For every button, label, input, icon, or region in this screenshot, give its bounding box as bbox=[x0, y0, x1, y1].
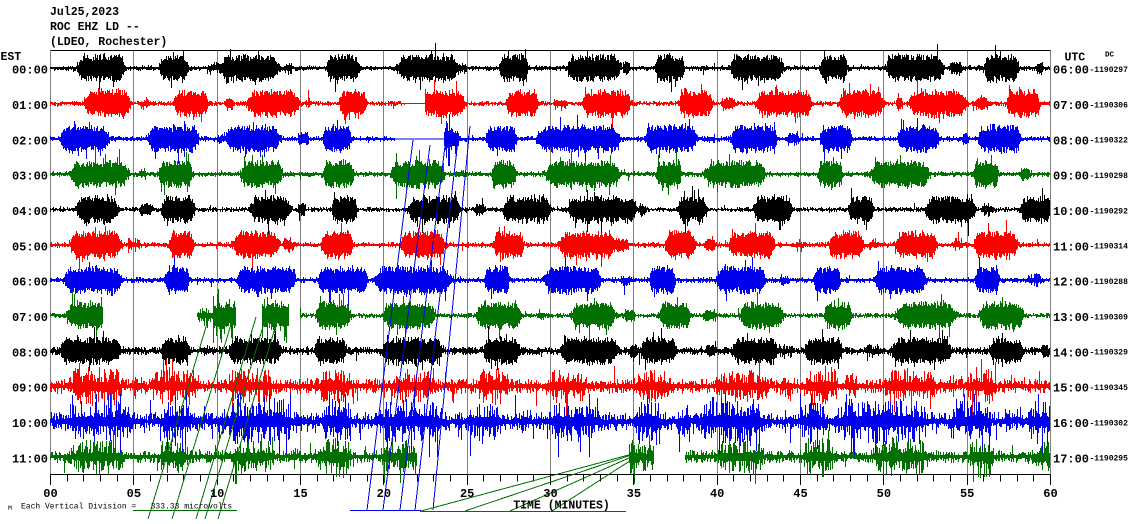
svg-text:-1190314: -1190314 bbox=[1090, 243, 1129, 252]
svg-text:-1190309: -1190309 bbox=[1090, 313, 1129, 322]
svg-text:(LDEO, Rochester): (LDEO, Rochester) bbox=[50, 36, 167, 49]
svg-text:-1190295: -1190295 bbox=[1090, 455, 1129, 464]
svg-text:-1190306: -1190306 bbox=[1090, 101, 1129, 110]
svg-text:08:00: 08:00 bbox=[1053, 134, 1089, 148]
svg-text:14:00: 14:00 bbox=[1053, 346, 1089, 360]
svg-text:UTC: UTC bbox=[1065, 52, 1086, 65]
svg-text:00: 00 bbox=[43, 487, 57, 501]
svg-text:11:00: 11:00 bbox=[12, 452, 48, 466]
svg-text:-1190302: -1190302 bbox=[1090, 419, 1129, 428]
svg-text:00:00: 00:00 bbox=[12, 64, 48, 78]
svg-text:-1190322: -1190322 bbox=[1090, 137, 1129, 146]
svg-text:10:00: 10:00 bbox=[1053, 205, 1089, 219]
svg-text:25: 25 bbox=[460, 487, 474, 501]
svg-text:03:00: 03:00 bbox=[12, 170, 48, 184]
svg-text:45: 45 bbox=[793, 487, 807, 501]
svg-text:ROC EHZ LD --: ROC EHZ LD -- bbox=[50, 21, 140, 34]
svg-text:50: 50 bbox=[877, 487, 891, 501]
svg-text:06:00: 06:00 bbox=[1053, 64, 1089, 78]
svg-text:05: 05 bbox=[127, 487, 141, 501]
svg-text:35: 35 bbox=[627, 487, 641, 501]
svg-text:10:00: 10:00 bbox=[12, 417, 48, 431]
svg-text:EST: EST bbox=[1, 51, 22, 64]
svg-text:15: 15 bbox=[293, 487, 307, 501]
svg-text:Jul25,2023: Jul25,2023 bbox=[50, 6, 119, 19]
svg-text:07:00: 07:00 bbox=[12, 311, 48, 325]
svg-text:15:00: 15:00 bbox=[1053, 382, 1089, 396]
svg-text:01:00: 01:00 bbox=[12, 99, 48, 113]
svg-text:-1190292: -1190292 bbox=[1090, 207, 1129, 216]
svg-text:M: M bbox=[8, 505, 12, 512]
svg-text:-1190329: -1190329 bbox=[1090, 349, 1129, 358]
svg-text:08:00: 08:00 bbox=[12, 346, 48, 360]
svg-text:Each Vertical Division = 333: Each Vertical Division = 333.33 microvol… bbox=[21, 503, 232, 512]
svg-text:04:00: 04:00 bbox=[12, 205, 48, 219]
svg-text:60: 60 bbox=[1043, 487, 1057, 501]
svg-text:-1190297: -1190297 bbox=[1090, 66, 1129, 75]
svg-text:TIME (MINUTES): TIME (MINUTES) bbox=[513, 500, 610, 513]
svg-text:11:00: 11:00 bbox=[1053, 240, 1089, 254]
svg-text:10: 10 bbox=[210, 487, 224, 501]
svg-text:02:00: 02:00 bbox=[12, 134, 48, 148]
svg-text:55: 55 bbox=[960, 487, 974, 501]
svg-text:20: 20 bbox=[377, 487, 391, 501]
svg-text:30: 30 bbox=[543, 487, 557, 501]
svg-text:09:00: 09:00 bbox=[12, 382, 48, 396]
svg-text:17:00: 17:00 bbox=[1053, 452, 1089, 466]
svg-text:16:00: 16:00 bbox=[1053, 417, 1089, 431]
svg-text:DC: DC bbox=[1105, 52, 1115, 60]
svg-text:-1190345: -1190345 bbox=[1090, 384, 1129, 393]
svg-text:-1190298: -1190298 bbox=[1090, 172, 1129, 181]
svg-text:07:00: 07:00 bbox=[1053, 99, 1089, 113]
svg-text:-1190288: -1190288 bbox=[1090, 278, 1129, 287]
svg-text:40: 40 bbox=[710, 487, 724, 501]
svg-text:09:00: 09:00 bbox=[1053, 170, 1089, 184]
svg-text:13:00: 13:00 bbox=[1053, 311, 1089, 325]
svg-text:06:00: 06:00 bbox=[12, 276, 48, 290]
svg-text:12:00: 12:00 bbox=[1053, 276, 1089, 290]
svg-text:05:00: 05:00 bbox=[12, 240, 48, 254]
